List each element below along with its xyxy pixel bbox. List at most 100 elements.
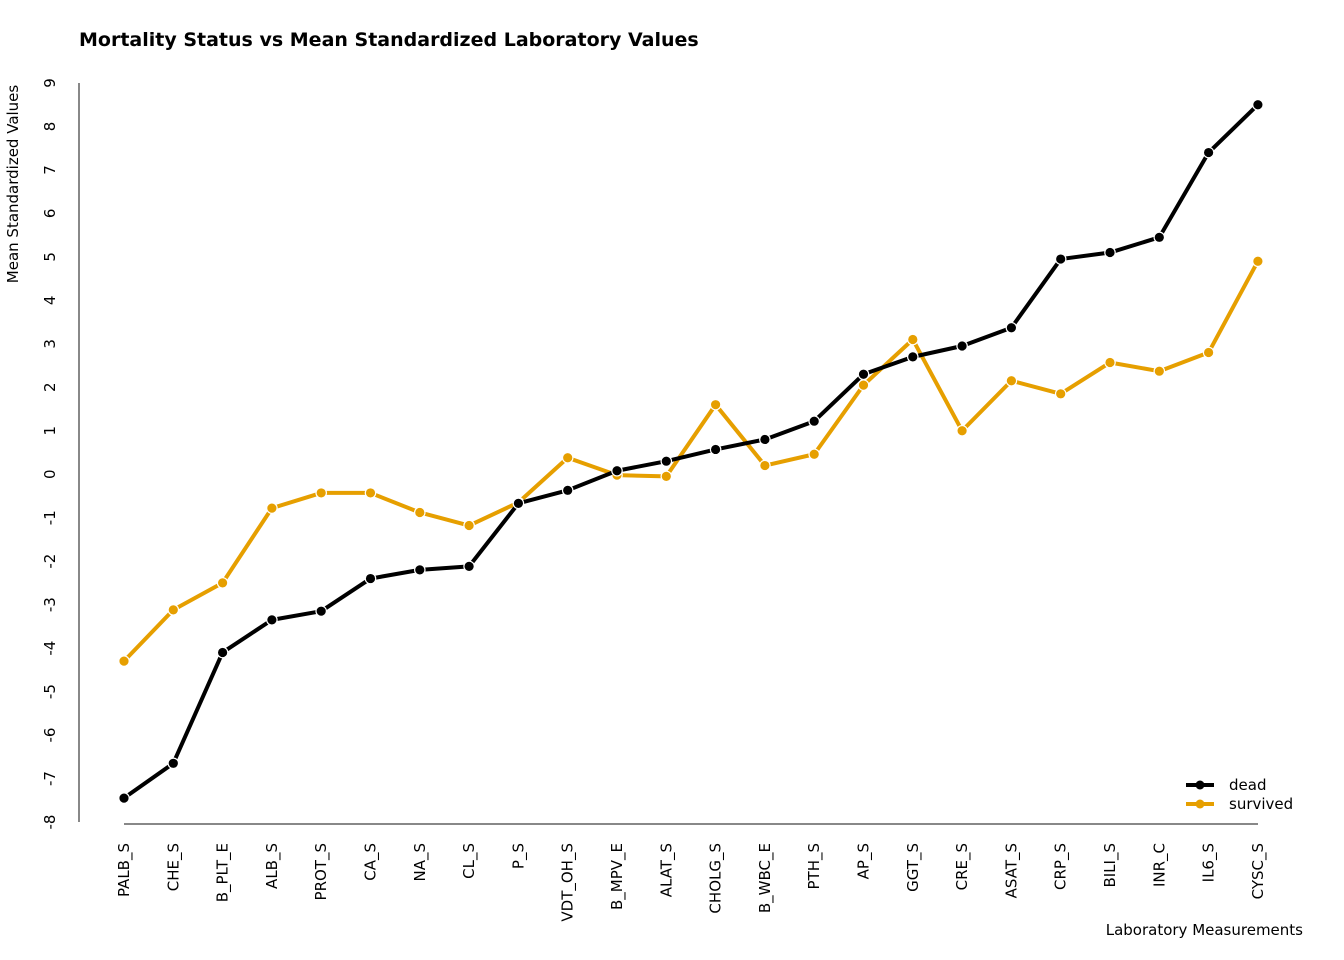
data-point-dead: [1005, 321, 1018, 334]
data-point-dead: [216, 646, 229, 659]
y-tick-label: -7: [41, 771, 59, 786]
data-point-dead: [808, 415, 820, 428]
data-point-dead: [1153, 231, 1166, 244]
x-tick-label: PTH_S: [805, 843, 824, 890]
data-point-survived: [463, 519, 475, 532]
x-tick-label: CA_S: [362, 843, 381, 881]
x-tick-label: PALB_S: [115, 843, 134, 897]
data-point-dead: [463, 560, 475, 573]
x-axis-label: Laboratory Measurements: [1106, 921, 1303, 939]
x-tick-label: ASAT_S: [1002, 843, 1021, 898]
data-point-survived: [1104, 356, 1116, 369]
data-point-dead: [512, 497, 525, 510]
data-point-survived: [956, 424, 968, 437]
data-point-survived: [857, 379, 870, 391]
x-tick-labels: PALB_S CHE_S B_PLT_E ALB_S PROT_S CA_S NA_S CL_…: [115, 843, 1268, 922]
y-tick-label: 0: [41, 469, 59, 479]
data-point-survived: [660, 470, 673, 483]
y-tick-label: 6: [41, 209, 59, 219]
data-point-survived: [413, 506, 426, 519]
y-tick-label: 8: [41, 122, 59, 132]
y-tick-labels: -8 -7 -6 -5 -4 -3 -2 -1 0 1 2 3 4 5 6 7 8 9: [41, 78, 59, 829]
data-point-survived: [709, 398, 722, 411]
data-point-survived: [759, 459, 771, 472]
x-tick-label: ALB_S: [263, 843, 282, 889]
x-tick-label: CHOLG_S: [707, 843, 726, 914]
legend-marker-survived: [1195, 799, 1205, 809]
y-tick-label: 9: [41, 78, 59, 88]
x-tick-label: GGT_S: [904, 843, 923, 892]
data-point-survived: [118, 655, 130, 667]
x-tick-label: BILI_S: [1101, 843, 1120, 888]
data-point-survived: [315, 487, 327, 499]
y-tick-label: -3: [41, 597, 59, 612]
data-point-dead: [266, 614, 278, 626]
x-tick-label: CHE_S: [164, 843, 183, 891]
y-tick-label: 4: [41, 296, 59, 306]
x-tick-label: PROT_S: [312, 843, 331, 900]
x-tick-label: IL6_S: [1200, 843, 1219, 882]
y-tick-label: 2: [41, 383, 59, 393]
data-point-dead: [167, 757, 180, 770]
data-point-survived: [1202, 346, 1215, 359]
y-tick-label: -5: [41, 684, 59, 699]
series-line-survived: [122, 259, 1260, 664]
data-point-dead: [906, 351, 919, 363]
data-point-dead: [413, 564, 426, 576]
data-point-survived: [808, 448, 820, 461]
x-tick-label: CRE_S: [953, 843, 972, 890]
data-point-dead: [956, 340, 968, 352]
y-tick-label: 5: [41, 252, 59, 262]
data-point-dead: [315, 605, 327, 617]
x-tick-label: B_MPV_E: [608, 843, 627, 910]
data-point-dead: [1054, 253, 1067, 265]
y-tick-label: 3: [41, 339, 59, 349]
y-tick-label: 7: [41, 165, 59, 175]
data-point-dead: [660, 455, 673, 467]
y-tick-label: 1: [41, 426, 59, 436]
x-tick-label: B_PLT_E: [214, 843, 233, 902]
chart-title: Mortality Status vs Mean Standardized La…: [79, 29, 699, 51]
y-tick-label: -2: [41, 554, 59, 569]
y-tick-label: -1: [41, 510, 59, 525]
data-point-survived: [1054, 388, 1067, 400]
data-point-survived: [1252, 255, 1264, 268]
y-tick-label: -8: [41, 815, 59, 830]
x-tick-label: B_WBC_E: [756, 843, 775, 913]
data-point-survived: [1153, 365, 1166, 378]
x-tick-label: P_S: [509, 843, 528, 869]
data-point-survived: [561, 451, 574, 464]
data-point-survived: [364, 487, 377, 499]
x-tick-label: CYSC_S: [1249, 843, 1268, 899]
x-tick-label: INR_C: [1150, 843, 1169, 887]
data-point-dead: [561, 484, 574, 497]
legend-marker-dead: [1195, 780, 1205, 790]
x-tick-label: ALAT_S: [657, 843, 676, 897]
data-point-dead: [1252, 98, 1264, 111]
y-tick-label: -6: [41, 728, 59, 743]
data-point-survived: [1005, 374, 1018, 387]
x-tick-label: NA_S: [411, 843, 430, 882]
legend-label-survived: survived: [1229, 795, 1293, 813]
y-axis-label: Mean Standardized Values: [4, 85, 22, 284]
data-point-dead: [118, 792, 130, 804]
series-layer: [118, 98, 1264, 804]
data-point-survived: [167, 604, 180, 616]
data-point-dead: [364, 572, 377, 585]
data-point-dead: [759, 433, 771, 446]
y-tick-label: -4: [41, 641, 59, 656]
data-point-survived: [216, 577, 229, 589]
data-point-dead: [709, 443, 722, 456]
x-tick-label: CL_S: [460, 843, 479, 879]
data-point-dead: [1202, 146, 1215, 159]
data-point-survived: [906, 333, 919, 346]
data-point-dead: [857, 368, 870, 381]
data-point-survived: [266, 502, 278, 514]
series-line-dead: [122, 102, 1260, 801]
x-tick-label: CRP_S: [1052, 843, 1071, 890]
x-tick-label: AP_S: [855, 843, 874, 879]
x-tick-label: VDT_OH_S: [559, 843, 578, 922]
legend-label-dead: dead: [1229, 776, 1266, 794]
